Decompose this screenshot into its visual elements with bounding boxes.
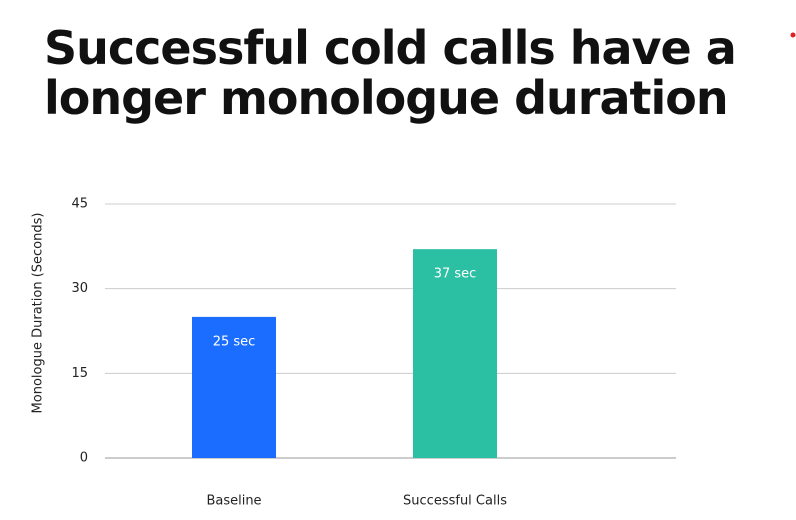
decoration-dot: [790, 32, 796, 38]
value-label: 25 sec: [213, 334, 256, 349]
chart-title: Successful cold calls have a: [44, 21, 736, 75]
x-tick-label: Successful Calls: [403, 494, 507, 509]
bar: [192, 316, 276, 458]
x-tick-label: Baseline: [206, 494, 261, 509]
value-label: 37 sec: [434, 267, 477, 282]
bar: [413, 249, 497, 458]
y-tick-label: 0: [80, 451, 88, 466]
chart-title: longer monologue duration: [44, 71, 728, 125]
y-axis-label: Monologue Duration (Seconds): [31, 213, 46, 414]
y-tick-label: 30: [71, 281, 88, 296]
y-tick-label: 15: [71, 366, 88, 381]
y-tick-label: 45: [71, 197, 88, 212]
